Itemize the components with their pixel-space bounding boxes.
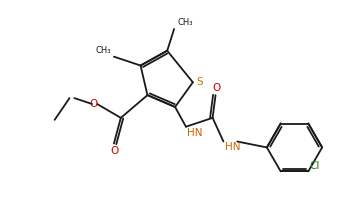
Text: O: O <box>213 83 221 93</box>
Text: O: O <box>89 99 97 109</box>
Text: HN: HN <box>187 128 202 138</box>
Text: S: S <box>197 77 203 87</box>
Text: HN: HN <box>225 142 241 152</box>
Text: CH₃: CH₃ <box>95 46 111 55</box>
Text: O: O <box>111 146 119 156</box>
Text: Cl: Cl <box>309 161 320 171</box>
Text: CH₃: CH₃ <box>177 18 193 27</box>
